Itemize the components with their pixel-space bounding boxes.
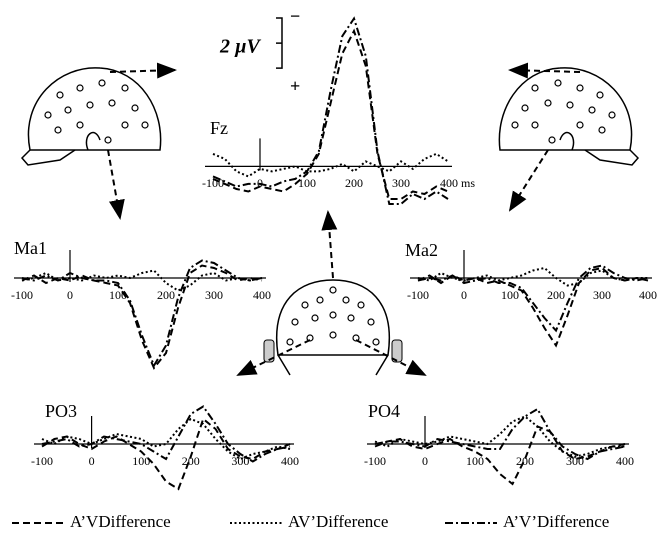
panel-title: PO3 bbox=[45, 401, 77, 421]
x-tick-label: -100 bbox=[407, 288, 429, 302]
x-tick-label: 400 bbox=[281, 454, 299, 468]
scale-plus: + bbox=[290, 76, 300, 96]
erp-line bbox=[21, 264, 263, 370]
x-tick-label: 400 bbox=[616, 454, 634, 468]
erp-line bbox=[41, 417, 291, 461]
x-tick-label: 400 bbox=[639, 288, 657, 302]
x-tick-label: 200 bbox=[182, 454, 200, 468]
panel-title: Fz bbox=[210, 118, 228, 138]
x-tick-label: 100 bbox=[298, 176, 316, 190]
x-tick-label: 200 bbox=[516, 454, 534, 468]
head-center bbox=[263, 279, 403, 376]
x-tick-label: 0 bbox=[422, 454, 428, 468]
scale-bar: 2 µV − + bbox=[219, 6, 300, 96]
scale-label: 2 µV bbox=[219, 36, 262, 58]
x-tick-label: 200 bbox=[547, 288, 565, 302]
x-tick-label: 300 bbox=[392, 176, 410, 190]
x-tick-label: -100 bbox=[11, 288, 33, 302]
arrows bbox=[107, 62, 581, 376]
erp-line bbox=[41, 417, 291, 491]
x-tick-label: 400 bbox=[253, 288, 271, 302]
head-right bbox=[498, 67, 640, 166]
x-tick-label: 0 bbox=[89, 454, 95, 468]
erp-line bbox=[212, 28, 449, 200]
x-tick-label: 400 ms bbox=[440, 176, 475, 190]
erp-line bbox=[212, 152, 449, 178]
scale-bar-line bbox=[276, 17, 283, 69]
x-tick-label: 100 bbox=[466, 454, 484, 468]
legend-label: A’VDifference bbox=[70, 512, 171, 531]
erp-line bbox=[374, 415, 625, 458]
legend-label: AV’Difference bbox=[288, 512, 388, 531]
erp-line bbox=[417, 266, 648, 287]
x-tick-label: -100 bbox=[364, 454, 386, 468]
x-tick-label: 0 bbox=[461, 288, 467, 302]
x-tick-label: 300 bbox=[205, 288, 223, 302]
x-tick-label: 200 bbox=[345, 176, 363, 190]
erp-line bbox=[21, 259, 263, 368]
x-tick-label: 100 bbox=[501, 288, 519, 302]
panel-title: Ma2 bbox=[405, 240, 438, 260]
x-tick-label: 0 bbox=[67, 288, 73, 302]
erp-line bbox=[417, 264, 649, 333]
x-tick-label: 300 bbox=[593, 288, 611, 302]
x-tick-label: 100 bbox=[132, 454, 150, 468]
scale-minus: − bbox=[290, 6, 300, 26]
erp-line bbox=[374, 407, 626, 461]
erp-line bbox=[21, 269, 263, 292]
x-tick-label: 200 bbox=[157, 288, 175, 302]
panel-title: Ma1 bbox=[14, 238, 47, 258]
x-tick-label: -100 bbox=[202, 176, 224, 190]
legend-label: A’V’Difference bbox=[503, 512, 609, 531]
x-tick-label: -100 bbox=[31, 454, 53, 468]
panel-title: PO4 bbox=[368, 401, 400, 421]
erp-line bbox=[41, 405, 291, 463]
head-left bbox=[20, 67, 162, 166]
erp-line bbox=[374, 425, 626, 486]
erp-line bbox=[417, 266, 649, 348]
